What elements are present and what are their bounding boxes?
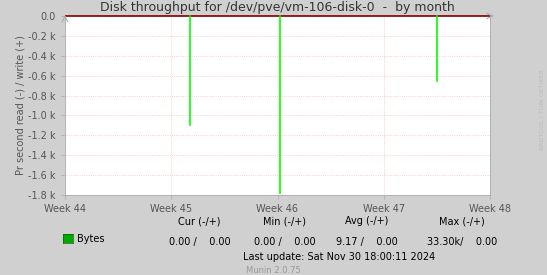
Text: Bytes: Bytes xyxy=(77,234,104,244)
Text: RRDTOOL / TOBI OETIKER: RRDTOOL / TOBI OETIKER xyxy=(539,70,544,150)
Text: Avg (-/+): Avg (-/+) xyxy=(345,216,388,226)
Text: Min (-/+): Min (-/+) xyxy=(263,216,306,226)
Text: Max (-/+): Max (-/+) xyxy=(439,216,485,226)
Text: Cur (-/+): Cur (-/+) xyxy=(178,216,221,226)
Text: Munin 2.0.75: Munin 2.0.75 xyxy=(246,266,301,274)
Text: 33.30k/    0.00: 33.30k/ 0.00 xyxy=(427,237,497,247)
Title: Disk throughput for /dev/pve/vm-106-disk-0  -  by month: Disk throughput for /dev/pve/vm-106-disk… xyxy=(100,1,455,14)
Text: 0.00 /    0.00: 0.00 / 0.00 xyxy=(169,237,230,247)
Y-axis label: Pr second read (-) / write (+): Pr second read (-) / write (+) xyxy=(15,35,26,175)
Text: 9.17 /    0.00: 9.17 / 0.00 xyxy=(336,237,397,247)
Text: Last update: Sat Nov 30 18:00:11 2024: Last update: Sat Nov 30 18:00:11 2024 xyxy=(243,252,435,262)
Text: 0.00 /    0.00: 0.00 / 0.00 xyxy=(254,237,315,247)
